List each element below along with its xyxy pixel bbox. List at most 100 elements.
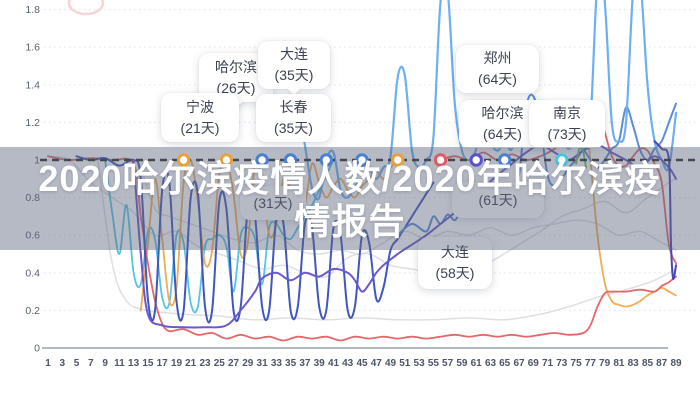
series-indigo-right xyxy=(653,140,677,280)
svg-text:3: 3 xyxy=(60,358,66,369)
svg-text:37: 37 xyxy=(299,358,311,369)
callout-days: (26天) xyxy=(216,79,256,96)
callout-dalian-58: 大连 (58天) xyxy=(418,237,492,289)
svg-text:79: 79 xyxy=(599,358,611,369)
svg-text:0.8: 0.8 xyxy=(25,192,40,204)
callout-city: 长春 xyxy=(279,99,308,115)
svg-text:43: 43 xyxy=(342,358,354,369)
callout-city: 哈尔滨 xyxy=(481,105,524,121)
callout-nanjing-73: 南京 (73天) xyxy=(529,100,605,148)
svg-text:41: 41 xyxy=(328,358,340,369)
callout-days: (35天) xyxy=(274,120,313,136)
svg-text:19: 19 xyxy=(171,358,183,369)
callout-city: 大连 xyxy=(280,46,308,62)
baseline-marker-ring xyxy=(355,153,369,167)
svg-text:0: 0 xyxy=(34,343,40,355)
svg-text:77: 77 xyxy=(585,358,597,369)
svg-text:51: 51 xyxy=(399,358,411,369)
baseline-marker-ring xyxy=(283,153,298,167)
svg-text:39: 39 xyxy=(314,358,326,369)
svg-text:1.4: 1.4 xyxy=(25,79,40,91)
series-orange-right xyxy=(582,102,677,308)
svg-text:1.8: 1.8 xyxy=(25,4,40,16)
svg-text:25: 25 xyxy=(214,358,226,369)
baseline-marker-ring xyxy=(433,153,448,167)
baseline-marker-ring xyxy=(255,153,269,167)
svg-text:9: 9 xyxy=(102,358,108,369)
svg-text:11: 11 xyxy=(114,358,125,369)
svg-text:73: 73 xyxy=(556,358,568,369)
svg-text:0.2: 0.2 xyxy=(25,305,40,317)
page-title: 2020哈尔滨疫情人数/2020年哈尔滨疫 情报告 xyxy=(0,157,700,243)
callout-city: 郑州 xyxy=(483,50,512,66)
baseline-marker-ring xyxy=(498,153,512,167)
callout-days: (58天) xyxy=(435,265,475,281)
svg-text:13: 13 xyxy=(128,358,140,369)
baseline-marker-ring xyxy=(469,153,483,167)
svg-text:0.6: 0.6 xyxy=(25,230,40,242)
svg-text:0.4: 0.4 xyxy=(25,267,40,279)
svg-text:45: 45 xyxy=(356,358,368,369)
callout-city: 南京 xyxy=(553,105,581,121)
svg-text:1: 1 xyxy=(34,155,40,167)
faint-marker-ring xyxy=(67,0,105,16)
callout-city: 大连 xyxy=(441,244,469,260)
svg-text:57: 57 xyxy=(442,358,454,369)
callout-city: 哈尔滨 xyxy=(215,58,257,75)
svg-text:49: 49 xyxy=(385,358,397,369)
page-title-line1: 2020哈尔滨疫情人数/2020年哈尔滨疫 xyxy=(38,158,662,199)
svg-text:31: 31 xyxy=(257,358,269,369)
svg-text:65: 65 xyxy=(499,358,511,369)
callout-ningbo-21: 宁波 (21天) xyxy=(161,93,239,142)
svg-text:85: 85 xyxy=(642,358,654,369)
svg-text:15: 15 xyxy=(142,358,154,369)
callout-changchun-35: 长春 (35天) xyxy=(256,94,331,142)
callout-days: (64天) xyxy=(478,71,517,87)
svg-text:35: 35 xyxy=(285,358,297,369)
page-title-line2: 情报告 xyxy=(294,201,406,242)
callout-dalian-35: 大连 (35天) xyxy=(258,41,330,96)
svg-text:17: 17 xyxy=(157,358,169,369)
callout-days: (73天) xyxy=(547,126,587,142)
svg-text:33: 33 xyxy=(271,358,283,369)
svg-text:29: 29 xyxy=(242,358,254,369)
baseline-marker-ring xyxy=(176,153,191,167)
baseline-marker-ring xyxy=(391,153,405,167)
series-purple xyxy=(132,143,677,329)
series-blue-mid xyxy=(396,93,677,237)
svg-text:89: 89 xyxy=(670,358,682,369)
svg-text:71: 71 xyxy=(542,358,554,369)
callout-days: (61天) xyxy=(478,191,518,208)
svg-text:59: 59 xyxy=(456,358,468,369)
svg-text:1.2: 1.2 xyxy=(25,117,40,129)
series-red-low xyxy=(47,155,677,342)
svg-text:61: 61 xyxy=(471,358,483,369)
svg-text:55: 55 xyxy=(428,358,440,369)
svg-text:47: 47 xyxy=(371,358,383,369)
x-axis-labels: 1 3 5 7 9 11 13 15 17 19 21 23 25 27 29 31 33 35 37 39 41 43 4… xyxy=(45,358,682,369)
svg-text:67: 67 xyxy=(513,358,525,369)
baseline-marker-ring xyxy=(319,153,333,167)
svg-text:1: 1 xyxy=(45,358,51,369)
svg-text:87: 87 xyxy=(656,358,668,369)
title-overlay-band xyxy=(0,147,700,250)
series-navy-left xyxy=(75,155,435,324)
callout-days: (21天) xyxy=(180,119,220,136)
y-axis-labels: 0 0.2 0.4 0.6 0.8 1 1.2 1.4 1.6 1.8 xyxy=(25,4,40,354)
svg-text:7: 7 xyxy=(88,358,94,369)
svg-text:75: 75 xyxy=(571,358,583,369)
svg-text:21: 21 xyxy=(185,358,197,369)
svg-text:1.6: 1.6 xyxy=(25,42,40,54)
series-gray-3 xyxy=(140,166,677,255)
callout-city: 宁波 xyxy=(186,98,214,115)
svg-text:69: 69 xyxy=(528,358,540,369)
svg-text:27: 27 xyxy=(228,358,240,369)
svg-text:81: 81 xyxy=(613,358,625,369)
baseline-marker-ring xyxy=(219,153,234,167)
svg-text:5: 5 xyxy=(74,358,80,369)
callout-days-61: (61天) xyxy=(452,182,544,218)
svg-text:83: 83 xyxy=(628,358,640,369)
